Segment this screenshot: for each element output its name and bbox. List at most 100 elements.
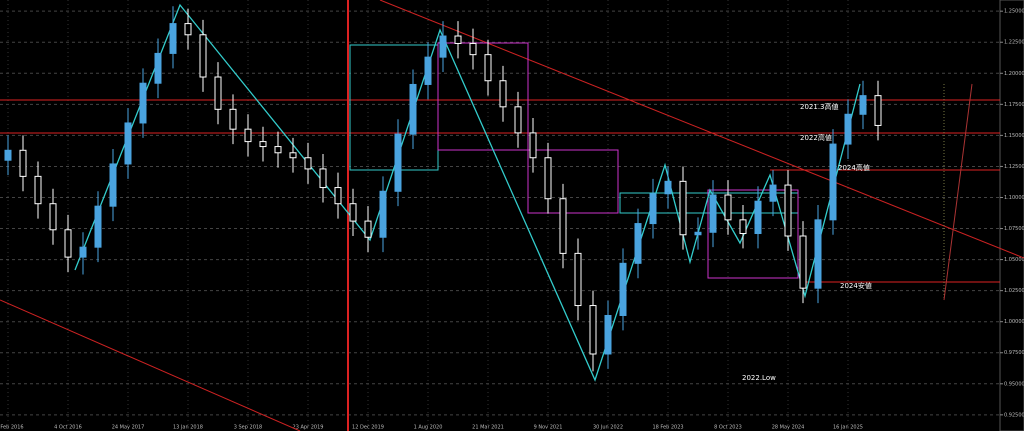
candle-body <box>154 52 162 84</box>
y-tick-label: 1.10000 <box>1004 195 1024 201</box>
candle-body <box>814 219 822 289</box>
x-tick-label: 9 Nov 2021 <box>534 425 563 431</box>
y-tick-label: 1.15000 <box>1004 133 1024 139</box>
candle-body <box>529 132 537 159</box>
candle-body <box>769 184 777 202</box>
candle-body <box>709 194 717 233</box>
candle-body <box>829 143 837 221</box>
candle-body <box>739 219 747 235</box>
candle-body <box>694 231 702 236</box>
candle-body <box>424 56 432 85</box>
y-tick-label: 0.97500 <box>1004 350 1024 356</box>
box <box>437 42 529 151</box>
x-tick-label: 13 Jan 2018 <box>173 425 203 431</box>
x-tick-label: 18 Feb 2023 <box>652 425 683 431</box>
candle-body <box>784 184 792 237</box>
candle-body <box>874 95 882 126</box>
x-tick-label: 21 Mar 2021 <box>472 425 504 431</box>
candles <box>4 6 882 372</box>
candle-body <box>94 205 102 248</box>
candle-body <box>634 223 642 264</box>
candle-body <box>214 76 222 110</box>
y-tick-label: 1.05000 <box>1004 257 1024 263</box>
candle-body <box>484 54 492 82</box>
candle-body <box>649 193 657 225</box>
candle-body <box>49 203 57 231</box>
y-tick-label: 1.20000 <box>1004 71 1024 77</box>
candle-body <box>724 194 732 221</box>
candle-body <box>589 305 597 355</box>
candle-body <box>259 141 267 148</box>
candle-body <box>184 23 192 36</box>
candle-body <box>454 35 462 44</box>
candle-body <box>754 200 762 235</box>
candle-body <box>139 82 147 124</box>
candle-body <box>799 235 807 289</box>
candle-body <box>844 113 852 145</box>
box <box>527 149 619 214</box>
candle-body <box>394 133 402 192</box>
candle-body <box>619 262 627 316</box>
candle-body <box>4 149 12 161</box>
candle-body <box>334 187 342 205</box>
x-tick-label: 1 Aug 2020 <box>414 425 443 431</box>
candle-body <box>499 80 507 108</box>
candle-body <box>559 198 567 254</box>
grid <box>0 0 1000 425</box>
fibo <box>943 83 973 301</box>
x-tick-label: 8 Oct 2023 <box>714 425 742 431</box>
candle-body <box>349 203 357 222</box>
candle-body <box>544 157 552 200</box>
candle-body <box>379 190 387 238</box>
candle-body <box>169 23 177 54</box>
y-tick-label: 1.22500 <box>1004 40 1024 46</box>
candle-body <box>64 229 72 258</box>
candle-body <box>679 180 687 236</box>
annotation: 2022高値 <box>800 133 832 142</box>
candle-body <box>304 157 312 170</box>
candle-body <box>244 128 252 143</box>
candle-body <box>514 106 522 134</box>
candle-body <box>409 83 417 135</box>
candle-body <box>859 95 867 115</box>
annotation: 2021.3高値 <box>800 102 839 111</box>
x-tick-label: 24 May 2017 <box>112 425 145 431</box>
annotation: 2024安値 <box>840 281 872 290</box>
candle-body <box>664 180 672 195</box>
x-tick-label: 30 Jun 2022 <box>593 425 623 431</box>
candle-body <box>319 168 327 189</box>
x-tick-label: 16 Jan 2025 <box>833 425 863 431</box>
y-tick-label: 1.00000 <box>1004 319 1024 325</box>
candle-body <box>229 108 237 130</box>
annotations: 2021.3高値 2022高値 2024高値 2024安値 2022.Low <box>742 102 872 382</box>
y-tick-label: 1.25000 <box>1004 9 1024 15</box>
box <box>707 189 799 279</box>
price-axis <box>999 0 1024 431</box>
y-tick-label: 1.02500 <box>1004 288 1024 294</box>
candle-body <box>79 246 87 258</box>
candle-body <box>439 35 447 58</box>
candle-body <box>289 152 297 159</box>
y-tick-label: 0.95000 <box>1004 381 1024 387</box>
annotation: 2024高値 <box>838 163 870 172</box>
candle-body <box>604 314 612 355</box>
y-tick-label: 1.17500 <box>1004 102 1024 108</box>
candle-body <box>364 220 372 238</box>
candle-body <box>19 149 27 177</box>
annotation: 2022.Low <box>742 374 776 382</box>
x-tick-label: 4 Oct 2016 <box>54 425 82 431</box>
candle-body <box>109 163 117 207</box>
candle-body <box>124 122 132 165</box>
y-tick-label: 1.07500 <box>1004 226 1024 232</box>
y-tick-label: 1.12500 <box>1004 164 1024 170</box>
x-tick-label: 12 Dec 2019 <box>352 425 384 431</box>
y-tick-label: 0.92500 <box>1004 412 1024 418</box>
x-tick-label: 3 Sep 2018 <box>234 425 263 431</box>
x-tick-label: 28 May 2024 <box>772 425 805 431</box>
candle-body <box>574 252 582 307</box>
trend-line <box>0 299 301 431</box>
candle-body <box>199 34 207 78</box>
candle-body <box>469 42 477 56</box>
